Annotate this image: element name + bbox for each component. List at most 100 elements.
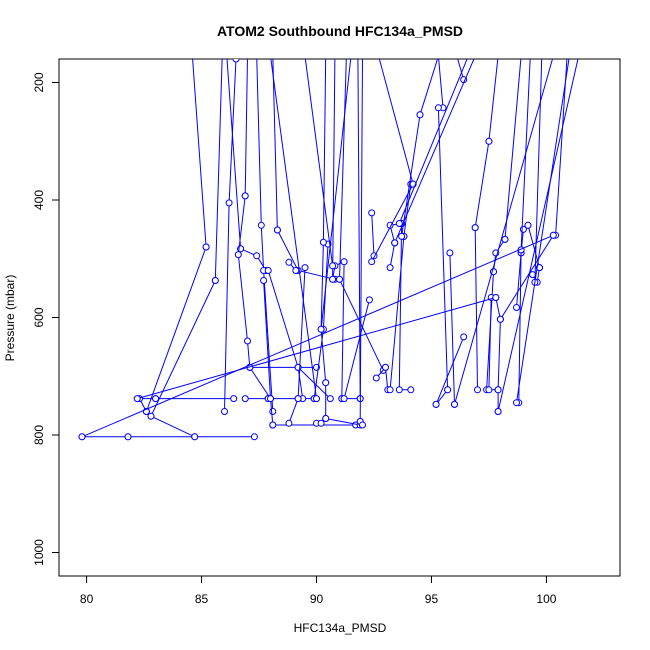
data-point bbox=[372, 374, 380, 382]
data-point bbox=[152, 395, 160, 403]
data-point bbox=[485, 137, 493, 145]
data-point bbox=[432, 400, 440, 408]
series-line bbox=[419, 59, 439, 115]
data-point bbox=[365, 296, 373, 304]
series-line bbox=[297, 367, 304, 399]
data-point bbox=[496, 315, 504, 323]
series-28 bbox=[313, 419, 325, 427]
data-point bbox=[294, 395, 302, 403]
y-tick-label: 1000 bbox=[32, 539, 46, 566]
data-point bbox=[225, 199, 233, 207]
data-point bbox=[368, 258, 376, 266]
data-point bbox=[221, 408, 228, 415]
series-line bbox=[449, 252, 455, 405]
series-line bbox=[357, 59, 361, 399]
series-line bbox=[488, 59, 499, 142]
data-point bbox=[444, 386, 452, 394]
series-line bbox=[359, 59, 363, 422]
y-tick-label: 800 bbox=[32, 425, 46, 445]
data-point bbox=[260, 277, 268, 284]
data-point bbox=[317, 419, 325, 427]
data-point bbox=[340, 258, 348, 266]
series-14 bbox=[246, 363, 320, 371]
data-point bbox=[416, 111, 424, 119]
series-line bbox=[320, 59, 352, 330]
series-line bbox=[403, 184, 412, 237]
series-line bbox=[474, 141, 490, 228]
series-line bbox=[339, 279, 384, 371]
series-44 bbox=[368, 209, 378, 260]
data-point bbox=[257, 221, 265, 229]
x-tick-label: 85 bbox=[195, 592, 209, 606]
series-line bbox=[394, 59, 475, 244]
series-line bbox=[150, 280, 216, 417]
data-point bbox=[395, 220, 403, 227]
data-point bbox=[322, 379, 330, 387]
data-point bbox=[319, 238, 327, 246]
series-27 bbox=[294, 264, 309, 403]
series-line bbox=[214, 59, 223, 281]
data-point bbox=[273, 226, 281, 234]
data-point bbox=[301, 264, 309, 272]
data-point bbox=[313, 395, 320, 403]
series-82 bbox=[270, 59, 320, 403]
data-point bbox=[269, 421, 277, 429]
series-76 bbox=[531, 59, 543, 286]
series-68 bbox=[494, 315, 504, 394]
series-56 bbox=[434, 104, 452, 394]
series-9 bbox=[191, 433, 258, 441]
series-1 bbox=[142, 243, 210, 415]
y-axis-label: Pressure (mbar) bbox=[3, 275, 17, 362]
series-80 bbox=[133, 294, 500, 403]
data-point bbox=[536, 264, 543, 272]
series-line bbox=[378, 59, 414, 185]
series-line bbox=[304, 59, 334, 266]
series-55 bbox=[438, 59, 447, 112]
data-point bbox=[386, 386, 394, 394]
series-84 bbox=[317, 59, 352, 333]
series-58 bbox=[432, 333, 468, 408]
series-line bbox=[437, 107, 449, 390]
series-line bbox=[137, 297, 496, 400]
data-point bbox=[494, 386, 502, 394]
series-line bbox=[516, 59, 570, 403]
x-tick-label: 95 bbox=[425, 592, 439, 606]
series-line bbox=[288, 398, 299, 424]
series-89 bbox=[494, 59, 579, 415]
data-point bbox=[147, 412, 155, 420]
series-layer bbox=[78, 59, 579, 441]
data-point bbox=[264, 267, 272, 274]
x-tick-label: 90 bbox=[310, 592, 324, 606]
series-line bbox=[339, 59, 347, 280]
series-90 bbox=[513, 59, 570, 407]
data-point bbox=[434, 104, 442, 112]
data-point bbox=[250, 433, 258, 441]
series-line bbox=[398, 59, 468, 224]
x-tick-label: 80 bbox=[80, 592, 94, 606]
series-line bbox=[385, 367, 389, 390]
series-50 bbox=[368, 180, 417, 266]
y-tick-label: 400 bbox=[32, 190, 46, 210]
data-point bbox=[485, 386, 493, 394]
data-point bbox=[382, 363, 389, 371]
series-line bbox=[240, 248, 267, 271]
series-13 bbox=[234, 192, 254, 371]
series-81 bbox=[78, 231, 557, 441]
series-line bbox=[237, 195, 251, 368]
data-point bbox=[191, 433, 199, 441]
data-point bbox=[492, 294, 500, 301]
series-line bbox=[256, 59, 274, 412]
data-point bbox=[386, 264, 394, 272]
y-tick-label: 200 bbox=[32, 72, 46, 92]
series-line bbox=[518, 249, 522, 403]
series-0 bbox=[192, 59, 210, 251]
series-69 bbox=[501, 59, 522, 243]
series-line bbox=[226, 59, 242, 249]
series-43 bbox=[340, 296, 373, 403]
data-point bbox=[513, 399, 520, 407]
series-line bbox=[504, 59, 522, 240]
series-line bbox=[224, 59, 237, 412]
data-point bbox=[501, 235, 509, 243]
series-70 bbox=[513, 249, 525, 311]
